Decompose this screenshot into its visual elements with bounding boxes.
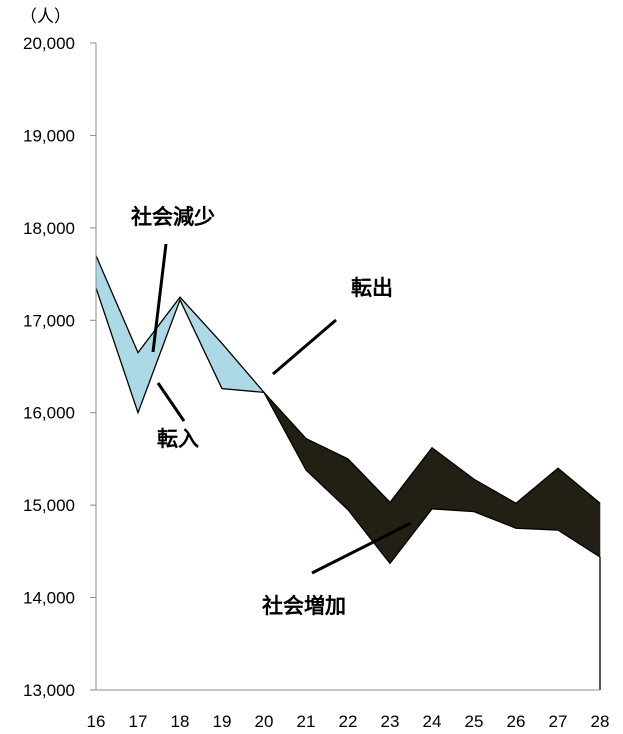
band-segment <box>431 447 475 512</box>
band-segment <box>95 255 139 413</box>
x-tick-label: 17 <box>129 712 148 731</box>
x-tick-label: 22 <box>339 712 358 731</box>
series-lines <box>95 255 601 690</box>
leader-move-in <box>156 382 186 422</box>
x-tick-label: 16 <box>87 712 106 731</box>
y-tick-label: 18,000 <box>23 219 75 238</box>
y-tick-label: 19,000 <box>23 126 75 145</box>
x-tick-label: 19 <box>213 712 232 731</box>
series-line-upper <box>95 255 601 505</box>
x-tick-label: 24 <box>423 712 442 731</box>
annotations: 社会減少 転入 転出 社会増加 <box>130 205 412 618</box>
y-tick-label: 14,000 <box>23 589 75 608</box>
band-segment <box>389 446 433 565</box>
axes <box>90 42 600 691</box>
y-tick-label: 13,000 <box>23 681 75 700</box>
x-tick-label: 25 <box>465 712 484 731</box>
x-tick-label: 21 <box>297 712 316 731</box>
x-tick-label: 23 <box>381 712 400 731</box>
leader-move-out <box>272 318 337 376</box>
y-tick-label: 16,000 <box>23 404 75 423</box>
band-segment <box>473 478 517 529</box>
x-tick-label: 26 <box>507 712 526 731</box>
x-tick-label: 28 <box>591 712 610 731</box>
annotation-social-increase: 社会増加 <box>261 594 346 618</box>
leader-social-decrease <box>151 243 168 353</box>
x-tick-label: 18 <box>171 712 190 731</box>
band-segment <box>347 458 391 565</box>
x-tick-label: 20 <box>255 712 274 731</box>
y-unit-label: （人） <box>20 7 71 27</box>
annotation-move-out: 転出 <box>351 276 393 300</box>
series-line-lower <box>95 287 601 565</box>
annotation-move-in: 転入 <box>157 427 199 451</box>
y-tick-label: 15,000 <box>23 496 75 515</box>
x-tick-labels: 16 17 18 19 20 21 22 23 24 25 26 27 28 <box>87 712 610 731</box>
y-tick-label: 20,000 <box>23 34 75 53</box>
annotation-social-decrease: 社会減少 <box>130 205 215 229</box>
y-tick-label: 17,000 <box>23 311 75 330</box>
leader-social-increase <box>311 521 412 575</box>
x-tick-label: 27 <box>549 712 568 731</box>
band-fills <box>95 255 601 565</box>
y-tick-labels: 13,000 14,000 15,000 16,000 17,000 18,000 19,0… <box>23 34 75 700</box>
band-segment <box>515 467 559 531</box>
